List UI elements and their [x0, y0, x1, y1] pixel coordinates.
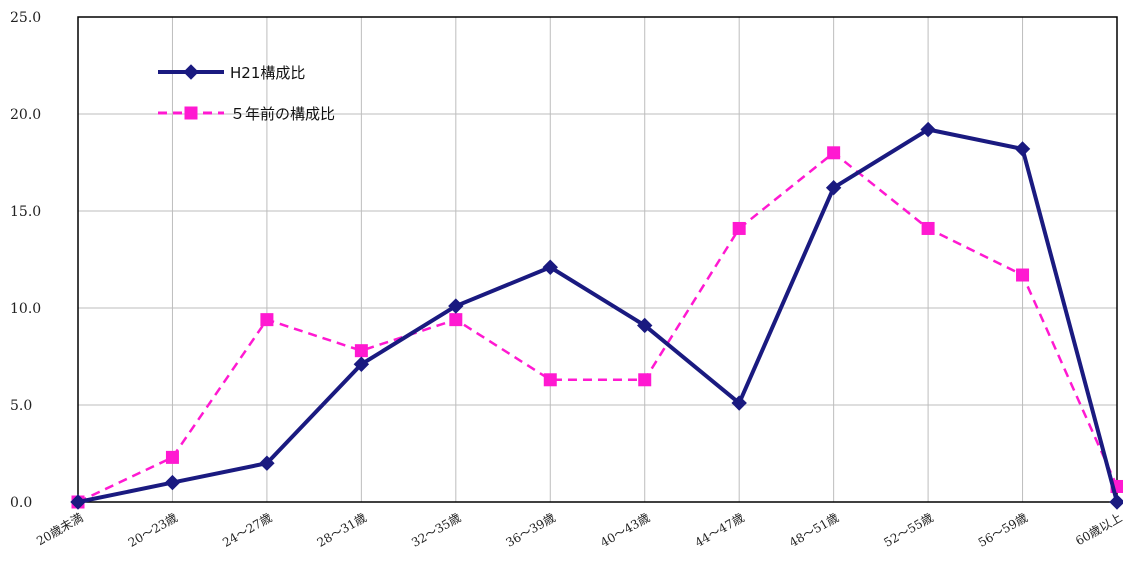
- axis-layer: 0.0 5.0 10.0 15.0 20.0 25.0 20歳未満 20～23歳 24～27歳 2…: [10, 10, 1123, 550]
- data-point: [260, 313, 274, 327]
- data-point: [259, 455, 275, 471]
- data-point: [731, 395, 747, 411]
- legend-label: H21構成比: [230, 64, 305, 82]
- data-point: [920, 121, 936, 138]
- series-line: [77, 151, 1119, 504]
- data-point: [827, 146, 841, 160]
- legend-marker: [184, 106, 198, 120]
- data-point: [825, 180, 842, 196]
- legend: H21構成比 ５年前の構成比: [158, 64, 335, 123]
- legend-item: H21構成比: [158, 64, 305, 82]
- data-point: [354, 344, 368, 358]
- x-tick-label: 56～59歳: [976, 510, 1030, 549]
- y-tick-label: 20.0: [10, 107, 41, 123]
- grid-layer: [77, 16, 1118, 503]
- series-layer: [70, 121, 1123, 510]
- data-point: [1014, 141, 1031, 157]
- data-point: [448, 298, 464, 314]
- data-point: [1109, 494, 1123, 510]
- y-tick-label: 25.0: [10, 10, 41, 26]
- x-tick-label: 20～23歳: [126, 510, 180, 549]
- data-point: [543, 373, 557, 387]
- data-point: [70, 494, 86, 510]
- series-0: [70, 121, 1123, 510]
- y-tick-label: 0.0: [10, 495, 32, 511]
- data-point: [542, 259, 558, 275]
- data-point: [637, 317, 653, 334]
- x-tick-label: 28～31歳: [315, 510, 369, 549]
- x-tick-label: 60歳以上: [1073, 510, 1123, 548]
- series-line: [77, 127, 1119, 504]
- legend-marker: [183, 64, 199, 80]
- x-tick-label: 20歳未満: [34, 510, 85, 548]
- y-tick-label: 5.0: [10, 398, 32, 414]
- data-point: [921, 221, 935, 235]
- x-tick-label: 40～43歳: [598, 510, 652, 549]
- data-point: [732, 221, 746, 235]
- data-point: [165, 450, 179, 464]
- legend-label: ５年前の構成比: [230, 105, 335, 123]
- y-tick-label: 10.0: [10, 301, 41, 317]
- x-tick-label: 48～51歳: [787, 510, 841, 549]
- series-1: [71, 146, 1123, 509]
- y-tick-label: 15.0: [10, 204, 41, 220]
- data-point: [353, 356, 370, 372]
- data-point: [1016, 268, 1030, 282]
- x-tick-label: 52～55歳: [881, 510, 935, 549]
- x-tick-label: 36～39歳: [504, 510, 558, 549]
- legend-item: ５年前の構成比: [158, 105, 335, 123]
- data-point: [449, 313, 463, 327]
- x-tick-label: 24～27歳: [220, 510, 274, 549]
- data-point: [164, 474, 181, 491]
- x-tick-label: 32～35歳: [409, 510, 463, 549]
- plot-frame: [77, 16, 1118, 503]
- data-point: [638, 373, 652, 387]
- x-tick-label: 44～47歳: [692, 510, 746, 549]
